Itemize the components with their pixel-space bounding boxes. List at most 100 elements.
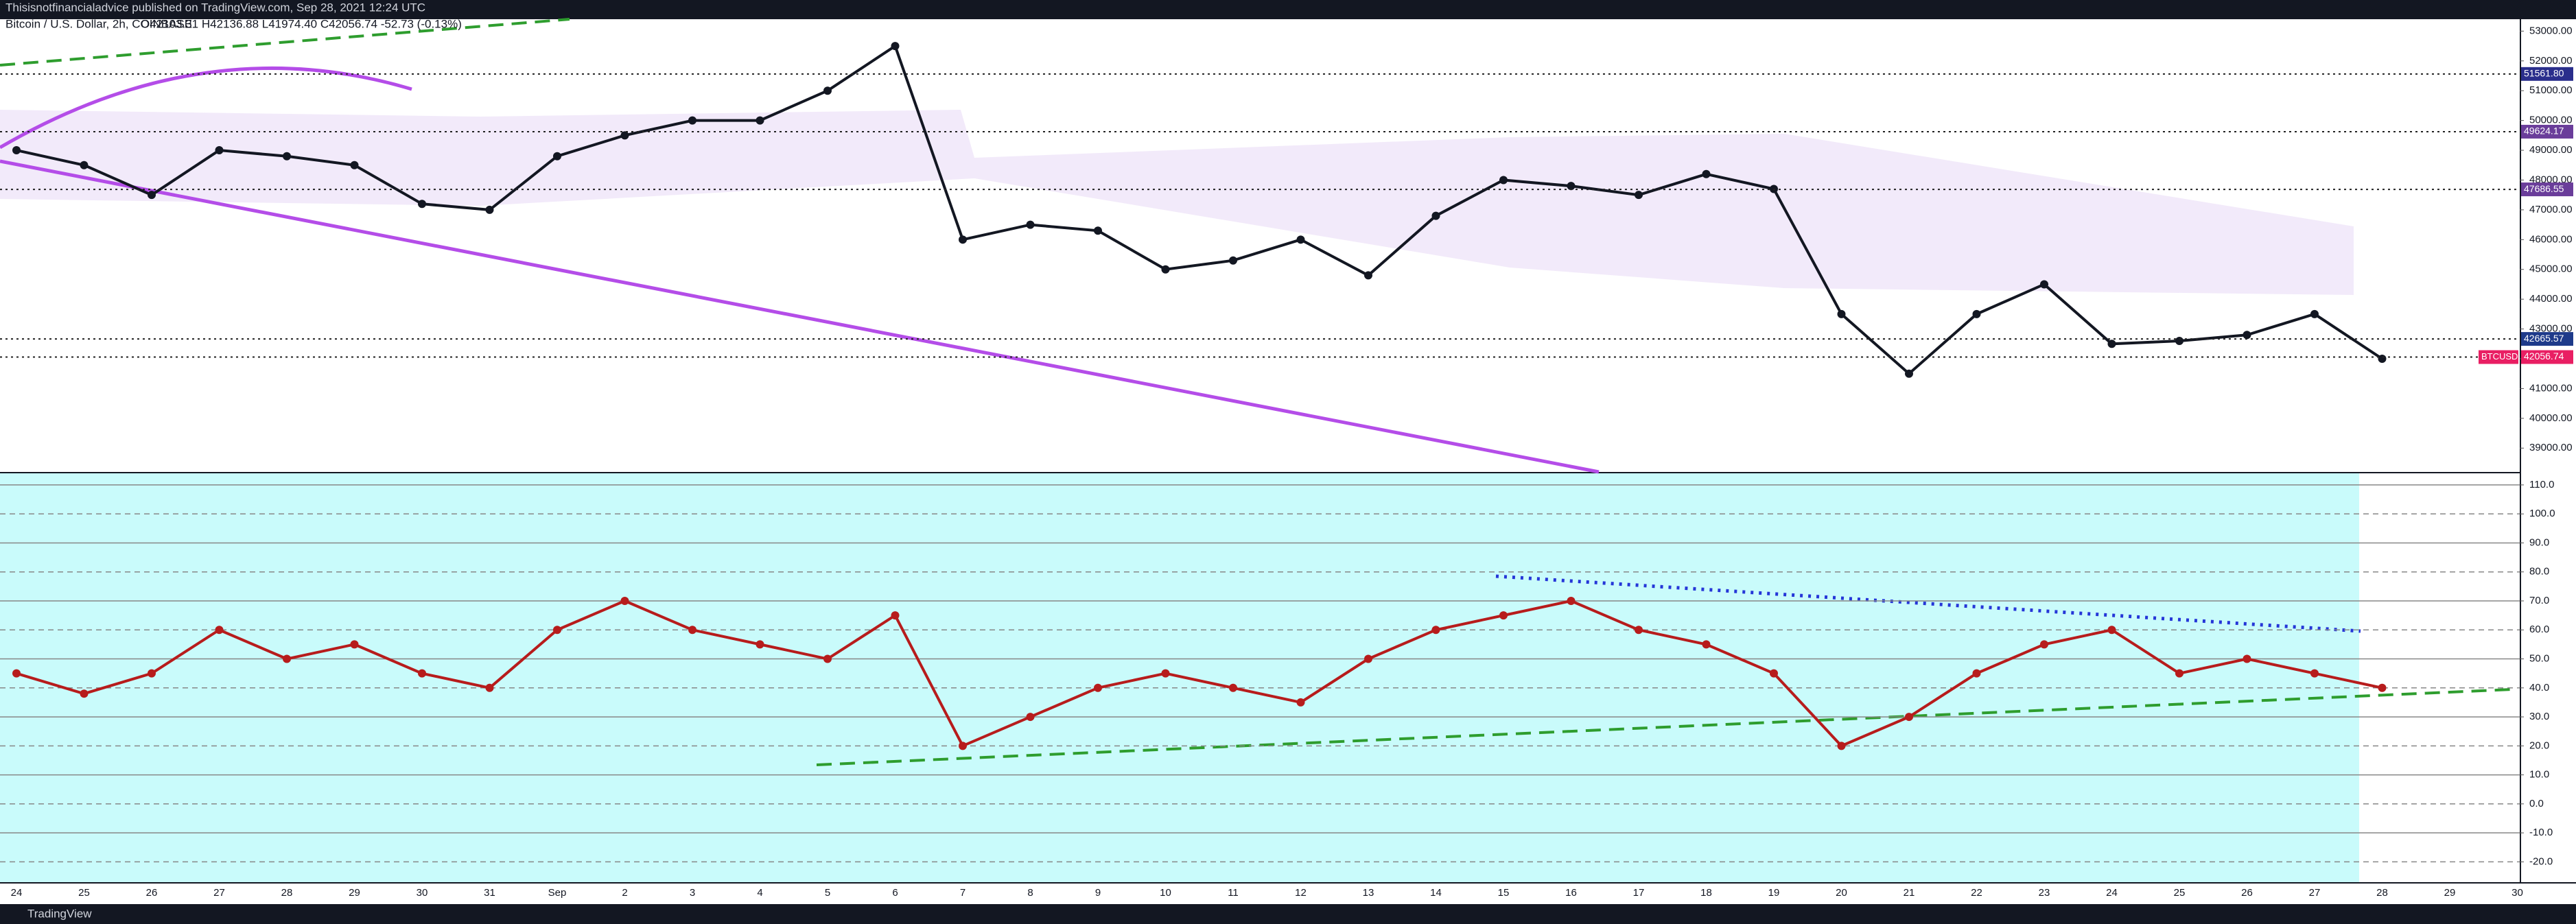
x-tick-label: 28 (281, 887, 293, 899)
point (1094, 226, 1102, 235)
point (1499, 611, 1508, 620)
point (823, 654, 832, 663)
x-tick-label: 8 (1027, 887, 1033, 899)
point (1364, 271, 1372, 280)
y-tick-label: 40000.00 (2529, 412, 2573, 424)
point (1296, 235, 1305, 244)
x-tick-label: 30 (2511, 887, 2523, 899)
y-tick-label: 53000.00 (2529, 25, 2573, 36)
point (2040, 640, 2048, 649)
point (688, 626, 696, 635)
point (283, 654, 291, 663)
y-tick-label: 50000.00 (2529, 115, 2573, 126)
symbol-tag: BTCUSD (2481, 351, 2518, 362)
point (1431, 211, 1440, 220)
point (1296, 698, 1305, 707)
point (1905, 369, 1913, 378)
price-label-box (2521, 124, 2573, 139)
x-tick-label: 7 (960, 887, 965, 899)
series-line (16, 599, 2382, 748)
x-tick-label: 30 (417, 887, 428, 899)
trend-line (0, 159, 1600, 474)
y-tick-label: 47000.00 (2529, 204, 2573, 215)
point (2310, 309, 2319, 318)
x-tick-label: 19 (1768, 887, 1780, 899)
y-tick-label: -20.0 (2529, 855, 2553, 867)
point (350, 161, 359, 169)
point (959, 742, 967, 750)
point (2310, 669, 2319, 678)
y-tick-label: 49000.00 (2529, 144, 2573, 156)
point (1635, 626, 1643, 635)
x-tick-label: 17 (1633, 887, 1645, 899)
y-tick-label: 20.0 (2529, 739, 2549, 751)
point (1972, 669, 1981, 678)
point (148, 669, 156, 678)
price-label-box (2521, 332, 2573, 346)
x-tick-label: 22 (1971, 887, 1982, 899)
point (2243, 654, 2251, 663)
point (620, 131, 629, 140)
x-tick-label: 25 (78, 887, 90, 899)
point (1094, 683, 1102, 692)
y-tick-label: 40.0 (2529, 682, 2549, 694)
trend-line (816, 688, 2512, 766)
point (891, 42, 900, 51)
x-tick-label: 4 (757, 887, 762, 899)
point (1229, 256, 1237, 265)
point (2378, 355, 2387, 363)
point (350, 640, 359, 649)
x-tick-label: 9 (1095, 887, 1101, 899)
footer-logo: TradingView (27, 907, 92, 920)
price-label-box (2521, 182, 2573, 197)
x-tick-label: 27 (213, 887, 225, 899)
y-tick-label: 110.0 (2529, 479, 2554, 490)
y-tick-label: 80.0 (2529, 566, 2549, 578)
x-tick-label: 28 (2376, 887, 2388, 899)
point (1161, 669, 1170, 678)
y-tick-label: 43000.00 (2529, 323, 2573, 335)
y-tick-label: 30.0 (2529, 711, 2549, 722)
x-tick-label: 5 (825, 887, 830, 899)
symbol-tag-box (2479, 350, 2518, 364)
price-label: 49624.17 (2524, 126, 2564, 137)
point (80, 689, 89, 698)
point (553, 626, 561, 635)
point (12, 669, 21, 678)
x-tick-label: 24 (2106, 887, 2118, 899)
x-tick-label: 11 (1228, 887, 1239, 899)
price-label: 42056.74 (2524, 351, 2564, 362)
x-tick-label: 31 (484, 887, 495, 899)
x-tick-label: 29 (2444, 887, 2456, 899)
point (1837, 309, 1846, 318)
trend-line (0, 18, 570, 67)
point (2243, 331, 2251, 340)
point (283, 152, 291, 161)
point (1431, 626, 1440, 635)
point (1635, 191, 1643, 200)
y-tick-label: 50.0 (2529, 652, 2549, 664)
y-tick-label: 45000.00 (2529, 263, 2573, 275)
point (2175, 669, 2183, 678)
point (823, 86, 832, 95)
y-tick-label: 0.0 (2529, 798, 2544, 809)
price-label: 51561.80 (2524, 68, 2564, 79)
point (1026, 713, 1035, 722)
x-tick-label: 24 (11, 887, 23, 899)
trend-line (0, 66, 412, 150)
point (756, 640, 764, 649)
price-axis (2521, 19, 2576, 882)
point (1567, 182, 1576, 191)
publisher: Thisisnotfinancialadvice published on Tr… (5, 1, 425, 14)
point (2107, 626, 2116, 635)
y-tick-label: 39000.00 (2529, 442, 2573, 453)
point (2040, 280, 2048, 289)
series-line (16, 43, 2383, 376)
x-tick-label: 16 (1565, 887, 1577, 899)
point (215, 146, 224, 155)
y-tick-label: 51000.00 (2529, 84, 2573, 96)
x-tick-label: Sep (548, 887, 567, 899)
point (1905, 713, 1913, 722)
